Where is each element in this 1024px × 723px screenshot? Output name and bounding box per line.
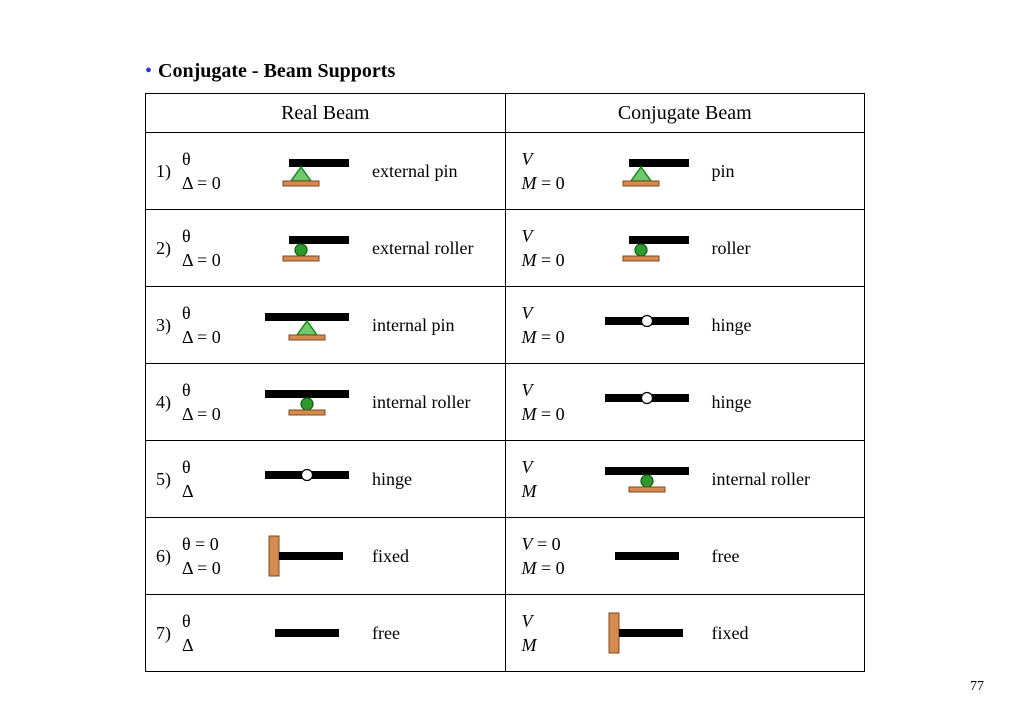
support-diagram (592, 454, 702, 504)
support-label: internal roller (702, 469, 857, 490)
conditions: VM = 0 (522, 378, 592, 427)
conditions: θΔ = 0 (182, 147, 252, 196)
conditions: θΔ = 0 (182, 378, 252, 427)
cond-line1: θ (182, 147, 252, 171)
conditions: V = 0M = 0 (522, 532, 592, 581)
support-diagram (252, 223, 362, 273)
header-right: Conjugate Beam (505, 94, 865, 133)
support-label: hinge (702, 392, 857, 413)
support-label: pin (702, 161, 857, 182)
conditions: VM = 0 (522, 301, 592, 350)
support-label: roller (702, 238, 857, 259)
support-diagram (252, 608, 362, 658)
cond-line1: θ (182, 609, 252, 633)
supports-table: Real Beam Conjugate Beam 1)θΔ = 0externa… (145, 93, 865, 672)
conjugate-cell: VM = 0 hinge (505, 364, 865, 441)
row-number: 7) (152, 623, 182, 644)
conjugate-cell: VM = 0 hinge (505, 287, 865, 364)
heading-text: Conjugate - Beam Supports (158, 60, 395, 82)
support-label: free (702, 546, 857, 567)
support-diagram (252, 454, 362, 504)
support-label: external roller (362, 238, 497, 259)
support-label: fixed (702, 623, 857, 644)
support-label: hinge (702, 315, 857, 336)
conjugate-cell: VM = 0 pin (505, 133, 865, 210)
row-number: 2) (152, 238, 182, 259)
support-diagram (592, 377, 702, 427)
cond-line2: M = 0 (522, 248, 592, 272)
cond-line1: θ (182, 378, 252, 402)
support-label: internal roller (362, 392, 497, 413)
conditions: VM (522, 609, 592, 658)
cond-line2: Δ (182, 633, 252, 657)
conditions: θ = 0Δ = 0 (182, 532, 252, 581)
real-cell: 5)θΔhinge (146, 441, 506, 518)
conditions: VM (522, 455, 592, 504)
conditions: θΔ = 0 (182, 301, 252, 350)
conjugate-cell: V = 0M = 0 free (505, 518, 865, 595)
cond-line1: V (522, 609, 592, 633)
cond-line1: V (522, 378, 592, 402)
support-diagram (592, 531, 702, 581)
support-label: external pin (362, 161, 497, 182)
cond-line1: V (522, 224, 592, 248)
cond-line1: θ = 0 (182, 532, 252, 556)
cond-line1: θ (182, 301, 252, 325)
row-number: 3) (152, 315, 182, 336)
conditions: θΔ (182, 609, 252, 658)
support-diagram (592, 300, 702, 350)
support-diagram (592, 146, 702, 196)
support-diagram (252, 146, 362, 196)
conditions: VM = 0 (522, 147, 592, 196)
cond-line2: M = 0 (522, 556, 592, 580)
cond-line2: Δ = 0 (182, 248, 252, 272)
cond-line1: V (522, 301, 592, 325)
conjugate-cell: VM = 0 roller (505, 210, 865, 287)
real-cell: 7)θΔfree (146, 595, 506, 672)
support-diagram (252, 300, 362, 350)
support-label: internal pin (362, 315, 497, 336)
cond-line2: M (522, 479, 592, 503)
cond-line2: Δ (182, 479, 252, 503)
row-number: 6) (152, 546, 182, 567)
support-label: hinge (362, 469, 497, 490)
heading: • Conjugate - Beam Supports (145, 60, 964, 83)
row-number: 5) (152, 469, 182, 490)
bullet-icon: • (145, 60, 152, 82)
support-diagram (592, 223, 702, 273)
cond-line1: θ (182, 224, 252, 248)
support-diagram (252, 531, 362, 581)
support-diagram (252, 377, 362, 427)
conjugate-cell: VMfixed (505, 595, 865, 672)
real-cell: 4)θΔ = 0 internal roller (146, 364, 506, 441)
cond-line1: V (522, 147, 592, 171)
page-number: 77 (970, 679, 984, 695)
conditions: VM = 0 (522, 224, 592, 273)
support-label: free (362, 623, 497, 644)
cond-line2: Δ = 0 (182, 325, 252, 349)
real-cell: 3)θΔ = 0 internal pin (146, 287, 506, 364)
conjugate-cell: VMinternal roller (505, 441, 865, 518)
cond-line2: M = 0 (522, 325, 592, 349)
conditions: θΔ = 0 (182, 224, 252, 273)
cond-line2: M = 0 (522, 402, 592, 426)
real-cell: 2)θΔ = 0 external roller (146, 210, 506, 287)
cond-line1: V (522, 455, 592, 479)
header-left: Real Beam (146, 94, 506, 133)
cond-line2: Δ = 0 (182, 171, 252, 195)
conditions: θΔ (182, 455, 252, 504)
cond-line1: θ (182, 455, 252, 479)
cond-line2: M (522, 633, 592, 657)
support-diagram (592, 608, 702, 658)
cond-line2: M = 0 (522, 171, 592, 195)
cond-line2: Δ = 0 (182, 402, 252, 426)
row-number: 1) (152, 161, 182, 182)
row-number: 4) (152, 392, 182, 413)
cond-line2: Δ = 0 (182, 556, 252, 580)
real-cell: 1)θΔ = 0 external pin (146, 133, 506, 210)
support-label: fixed (362, 546, 497, 567)
cond-line1: V = 0 (522, 532, 592, 556)
real-cell: 6)θ = 0Δ = 0 fixed (146, 518, 506, 595)
